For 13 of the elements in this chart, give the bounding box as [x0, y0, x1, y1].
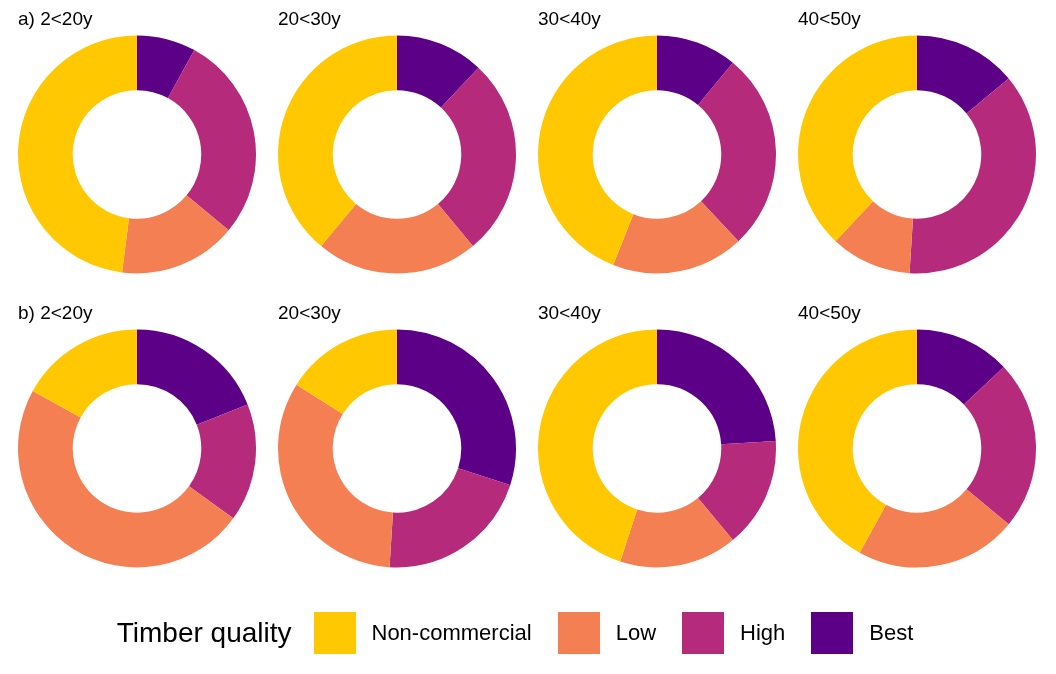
chart-title: 20<30y	[278, 7, 342, 29]
legend-label: Non-commercial	[371, 620, 532, 646]
chart-title: 40<50y	[798, 7, 862, 29]
legend-label: Best	[869, 620, 914, 646]
legend-label: Low	[615, 620, 657, 646]
chart-title: a) 2<20y	[18, 7, 93, 29]
chart-title: 20<30y	[278, 301, 342, 323]
legend-label: High	[740, 620, 786, 646]
legend-title: Timber quality	[116, 617, 292, 649]
chart-title: 30<40y	[538, 7, 602, 29]
chart-title: b) 2<20y	[18, 301, 93, 323]
chart-title: 40<50y	[798, 301, 862, 323]
chart-title: 30<40y	[538, 301, 602, 323]
